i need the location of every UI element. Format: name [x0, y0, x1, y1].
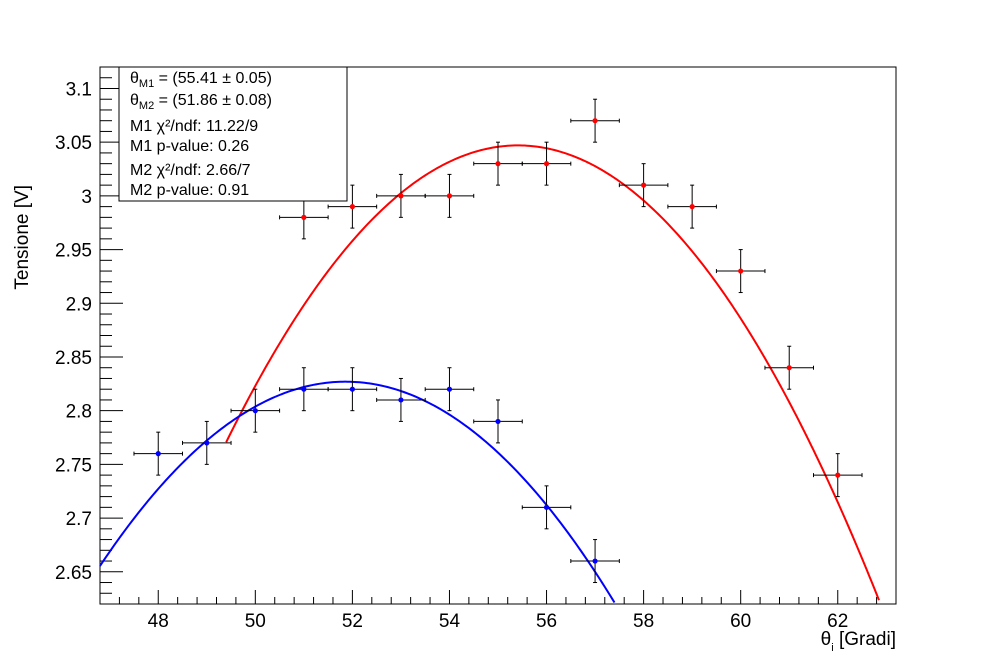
data-marker-series-1: [689, 204, 695, 210]
data-point: [764, 345, 814, 390]
x-tick-label: 62: [827, 611, 848, 632]
data-marker-series-2: [155, 451, 161, 457]
stats-theta-m1-symbol: θ: [130, 70, 139, 87]
data-point: [327, 184, 378, 229]
x-tick-label: 54: [439, 611, 461, 632]
x-tick-label: 50: [245, 611, 266, 632]
data-marker-series-1: [738, 268, 744, 274]
stats-theta-m1-value: = (55.41 ± 0.05): [154, 70, 272, 87]
data-marker-series-1: [349, 204, 355, 210]
y-tick-label: 2.85: [55, 348, 92, 369]
data-marker-series-2: [495, 418, 501, 425]
data-point: [812, 453, 863, 498]
stats-line-m2-pvalue: M2 p-value: 0.91: [130, 182, 249, 199]
y-tick-label: 3.1: [66, 79, 92, 100]
data-point: [521, 141, 572, 186]
x-tick-label: 60: [730, 611, 751, 632]
data-marker-series-1: [835, 472, 841, 478]
data-point: [327, 367, 378, 412]
data-point: [424, 173, 475, 218]
stats-line-theta-m1: θM1 = (55.41 ± 0.05): [130, 70, 272, 90]
stats-box: θM1 = (55.41 ± 0.05) θM2 = (51.86 ± 0.08…: [118, 66, 348, 202]
fit-curve-2: [99, 380, 616, 604]
y-tick-label: 2.7: [66, 509, 92, 530]
stats-line-m1-chi2: M1 χ²/ndf: 11.22/9: [130, 118, 258, 135]
x-axis: 48 50 52 54 56 58 60 62: [99, 590, 897, 632]
x-tick-label: 52: [342, 611, 363, 632]
y-axis: 2.65 2.7 2.75 2.8 2.85 2.9 2.95 3 3.05 3.1: [55, 66, 123, 605]
data-marker-series-2: [301, 386, 307, 392]
y-tick-label: 2.75: [55, 455, 92, 476]
stats-line-m2-chi2: M2 χ²/ndf: 2.66/7: [130, 162, 251, 179]
x-tick-label: 56: [536, 611, 557, 632]
data-point: [618, 163, 669, 208]
y-tick-label: 2.95: [55, 241, 92, 262]
data-point: [521, 485, 572, 530]
data-point: [424, 367, 475, 412]
x-axis-title-unit: [Gradi]: [834, 629, 896, 650]
data-point: [473, 399, 523, 444]
stats-line-m1-pvalue: M1 p-value: 0.26: [130, 138, 249, 155]
stats-line-theta-m2: θM2 = (51.86 ± 0.08): [130, 92, 272, 112]
stats-theta-m2-value: = (51.86 ± 0.08): [154, 92, 272, 109]
data-point: [570, 539, 620, 584]
data-marker-series-2: [592, 558, 598, 564]
data-point: [667, 184, 717, 229]
data-point: [133, 431, 184, 476]
data-point: [182, 420, 232, 465]
y-tick-label: 2.9: [66, 294, 92, 315]
data-marker-series-1: [301, 214, 307, 220]
stats-theta-m2-symbol: θ: [130, 92, 139, 109]
data-marker-series-1: [446, 193, 453, 199]
data-marker-series-1: [398, 193, 404, 199]
data-marker-series-2: [252, 408, 258, 414]
y-axis-title: Tensione [V]: [12, 185, 33, 290]
data-marker-series-1: [641, 182, 647, 188]
data-points: [133, 98, 863, 584]
x-axis-title-symbol: θ: [821, 629, 832, 650]
data-point: [230, 388, 281, 433]
stats-box-frame: [118, 66, 348, 202]
data-marker-series-2: [543, 504, 550, 510]
data-marker-series-2: [204, 440, 210, 446]
y-tick-label: 3.05: [55, 133, 92, 154]
x-axis-title-subscript: i: [831, 642, 833, 654]
data-marker-series-2: [349, 386, 355, 392]
data-point: [715, 249, 766, 294]
data-point: [570, 98, 620, 143]
y-tick-label: 3: [81, 187, 92, 208]
data-marker-series-1: [495, 161, 501, 167]
data-marker-series-2: [398, 397, 404, 403]
y-tick-label: 2.8: [66, 402, 92, 423]
data-marker-series-1: [592, 118, 598, 124]
x-tick-label: 48: [148, 611, 169, 632]
data-marker-series-1: [543, 161, 550, 167]
data-marker-series-2: [446, 386, 453, 392]
stats-theta-m2-subscript: M2: [139, 100, 154, 112]
stats-theta-m1-subscript: M1: [139, 78, 154, 90]
x-axis-title: θi [Gradi]: [821, 629, 896, 654]
data-marker-series-1: [786, 365, 792, 371]
data-point: [376, 377, 426, 422]
data-point: [473, 141, 523, 186]
y-tick-label: 2.65: [55, 563, 92, 584]
x-tick-label: 58: [633, 611, 654, 632]
